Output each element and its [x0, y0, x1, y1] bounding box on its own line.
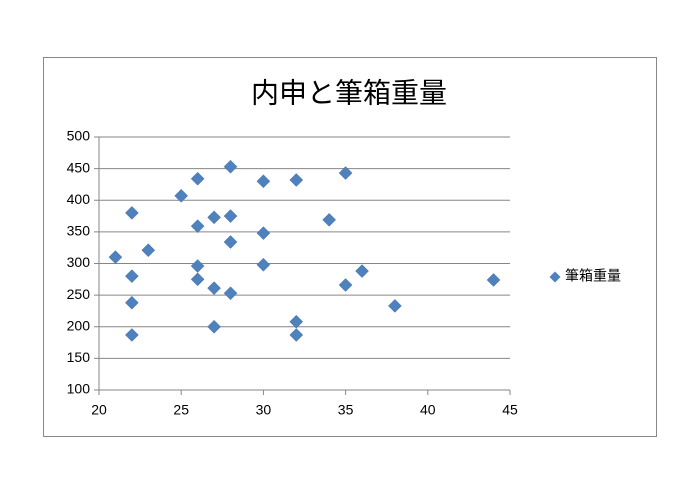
- y-tick-label: 300: [67, 254, 91, 270]
- y-tick-label: 200: [67, 317, 91, 333]
- x-tick-label: 35: [338, 402, 354, 418]
- x-tick-label: 20: [91, 402, 107, 418]
- point: [256, 257, 271, 272]
- x-tick-label: 40: [420, 402, 436, 418]
- point: [125, 328, 139, 342]
- point: [223, 209, 238, 223]
- point: [190, 219, 205, 234]
- legend-label: 筆箱重量: [565, 268, 621, 284]
- point: [174, 188, 189, 203]
- point: [125, 269, 139, 284]
- point: [388, 299, 402, 313]
- y-tick-label: 500: [67, 128, 91, 144]
- point: [207, 210, 221, 225]
- chart-title: 内申と筆箱重量: [251, 77, 447, 108]
- point: [190, 171, 205, 186]
- point: [125, 206, 139, 220]
- point: [223, 235, 238, 249]
- y-tick-label: 400: [67, 191, 91, 207]
- point: [256, 174, 271, 189]
- point: [322, 213, 337, 227]
- y-tick-label: 100: [67, 381, 91, 397]
- point: [207, 319, 221, 334]
- point: [190, 272, 205, 287]
- point: [125, 295, 139, 310]
- point: [141, 243, 156, 258]
- point: [289, 173, 304, 187]
- point: [207, 281, 221, 296]
- y-tick-label: 250: [67, 286, 91, 302]
- point: [289, 328, 304, 342]
- x-tick-label: 25: [173, 402, 189, 418]
- point: [338, 278, 353, 292]
- point: [108, 250, 123, 265]
- legend-marker: [549, 271, 561, 283]
- x-tick-label: 30: [256, 402, 272, 418]
- point: [486, 273, 501, 287]
- y-tick-label: 450: [67, 159, 91, 175]
- y-tick-label: 150: [67, 349, 91, 365]
- point: [223, 159, 238, 174]
- chart-border: [43, 57, 657, 437]
- y-tick-label: 350: [67, 223, 91, 239]
- x-tick-label: 45: [502, 402, 518, 418]
- point: [223, 286, 238, 301]
- point: [256, 226, 271, 240]
- point: [355, 264, 369, 278]
- point: [338, 166, 353, 180]
